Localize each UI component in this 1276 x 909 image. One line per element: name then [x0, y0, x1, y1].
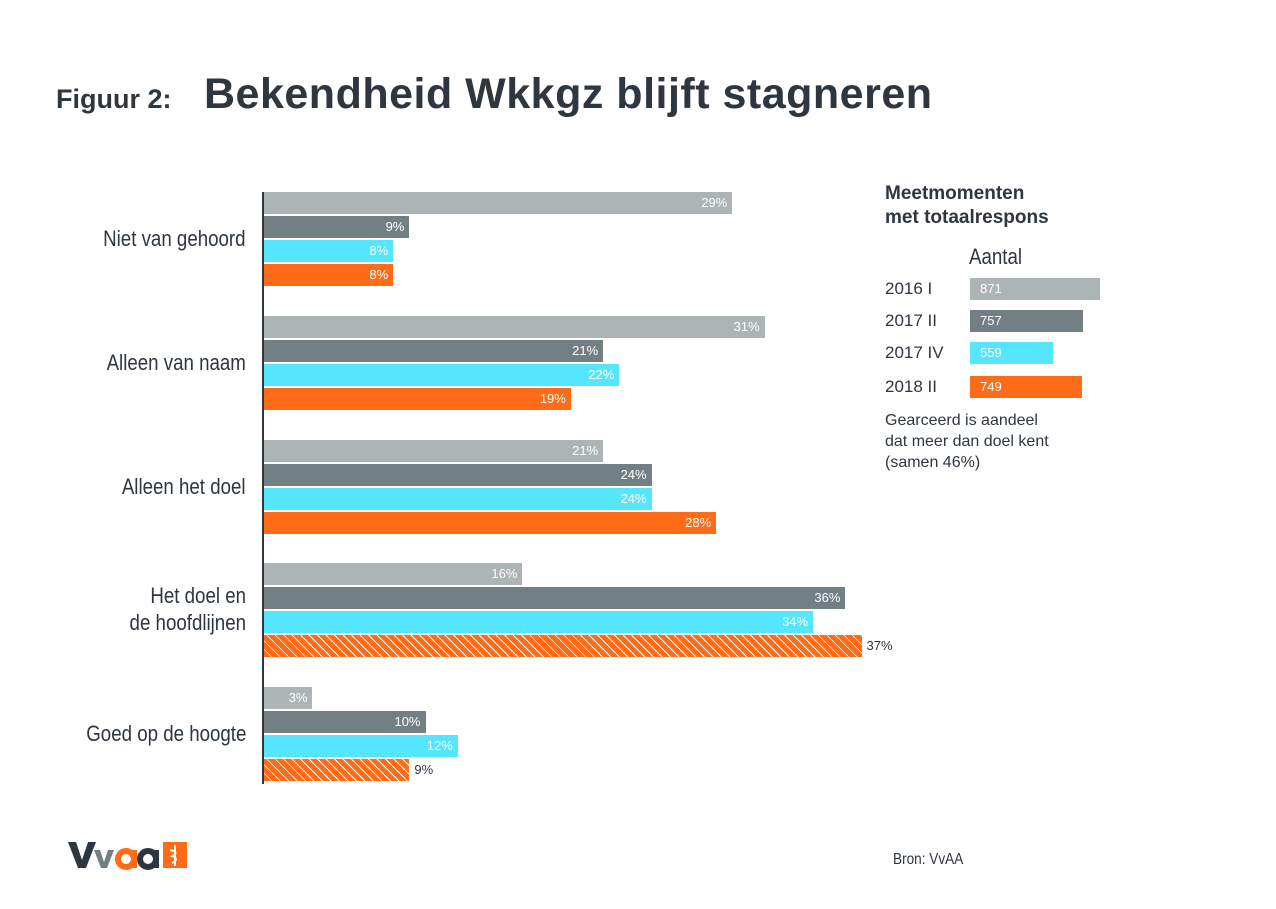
- data-label: 9%: [414, 762, 434, 777]
- bar: [264, 635, 862, 657]
- data-label: 24%: [620, 491, 647, 506]
- bar: [264, 364, 620, 386]
- bar: [264, 316, 765, 338]
- data-label: 28%: [685, 515, 712, 530]
- y-axis-line: [262, 192, 264, 784]
- category-label: Alleen het doel: [122, 473, 246, 500]
- bar: [264, 759, 410, 781]
- category-label: Niet van gehoord: [104, 225, 246, 252]
- category-label-line: Niet van gehoord: [103, 225, 246, 251]
- bar: [264, 464, 652, 486]
- data-label: 9%: [385, 219, 405, 234]
- data-label: 22%: [588, 367, 615, 382]
- legend-title: Meetmomenten met totaalrespons: [885, 182, 1049, 230]
- legend-bar: 757: [970, 310, 1084, 332]
- legend-label: 2017 II: [885, 311, 937, 330]
- category-label: Het doel en de hoofdlijnen: [130, 582, 246, 636]
- note-line: (samen 46%): [885, 454, 981, 471]
- bar: [264, 512, 717, 534]
- category-label-line: Alleen het doel: [122, 473, 246, 499]
- note-line: Gearceerd is aandeel: [885, 412, 1038, 429]
- data-label: 8%: [369, 267, 389, 282]
- category-label: Alleen van naam: [107, 349, 246, 376]
- legend-bar: 559: [970, 342, 1054, 364]
- note-line: dat meer dan doel kent: [885, 433, 1049, 450]
- vvaa-logo: [68, 842, 187, 870]
- chart-title: Bekendheid Wkkgz blijft stagneren: [204, 70, 933, 118]
- category-label: Goed op de hoogte: [86, 720, 246, 747]
- legend-title-line: Meetmomenten: [885, 183, 1025, 204]
- data-label: 31%: [733, 319, 760, 334]
- bar: [264, 192, 733, 214]
- category-label-line: Alleen van naam: [106, 349, 246, 375]
- bar: [264, 735, 458, 757]
- bar: [264, 488, 652, 510]
- bar: [264, 440, 604, 462]
- legend-label: 2018 II: [885, 377, 937, 396]
- legend-bar: 871: [970, 278, 1101, 300]
- source-note: Bron: VvAA: [893, 851, 964, 868]
- bar: [264, 388, 571, 410]
- legend-bar: 749: [970, 376, 1082, 398]
- legend-subtitle: Aantal: [969, 244, 1023, 269]
- data-label: 34%: [782, 614, 809, 629]
- data-label: 37%: [866, 638, 893, 653]
- data-label: 3%: [288, 690, 308, 705]
- data-label: 8%: [369, 243, 389, 258]
- data-label: 24%: [620, 467, 647, 482]
- bar: [264, 611, 814, 633]
- bar: [264, 240, 394, 262]
- bar: [264, 711, 426, 733]
- bar: [264, 587, 846, 609]
- bar: [264, 340, 604, 362]
- data-label: 19%: [539, 391, 566, 406]
- bar: [264, 216, 410, 238]
- data-label: 12%: [426, 738, 453, 753]
- legend-label: 2016 I: [885, 279, 933, 298]
- data-label: 21%: [572, 443, 599, 458]
- data-label: 21%: [572, 343, 599, 358]
- legend-label: 2017 IV: [885, 343, 944, 362]
- category-label-line: de hoofdlijnen: [129, 610, 246, 635]
- bar: [264, 264, 394, 286]
- data-label: 36%: [814, 590, 841, 605]
- category-label-line: Het doel en: [150, 583, 246, 608]
- bar: [264, 687, 313, 709]
- figure-label: Figuur 2:: [56, 84, 172, 114]
- legend-title-line: met totaalrespons: [885, 207, 1049, 228]
- data-label: 10%: [394, 714, 421, 729]
- legend-note: Gearceerd is aandeel dat meer dan doel k…: [885, 410, 1085, 473]
- data-label: 29%: [701, 195, 728, 210]
- bar: [264, 563, 523, 585]
- data-label: 16%: [491, 566, 518, 581]
- category-label-line: Goed op de hoogte: [85, 720, 246, 746]
